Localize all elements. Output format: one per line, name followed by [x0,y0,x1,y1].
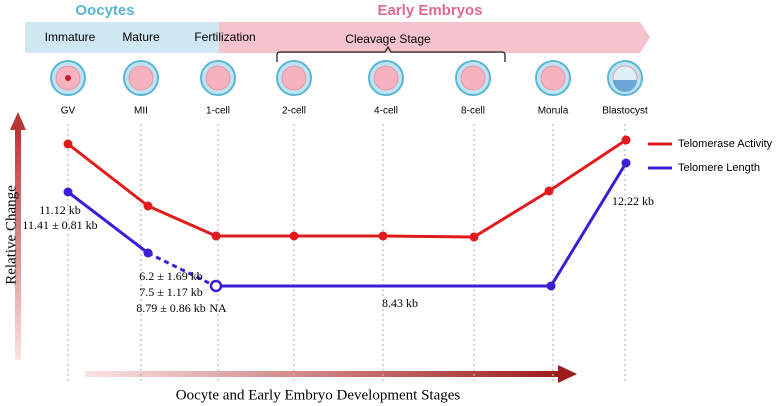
x-axis-label: Oocyte and Early Embryo Development Stag… [176,387,461,403]
legend-label: Telomerase Activity [678,138,773,150]
telomerase-points [63,135,631,242]
bracket [276,45,506,62]
legend-label: Telomere Length [678,162,760,174]
group-label: Early Embryos [377,2,482,19]
phase-label: Fertilization [194,30,255,44]
stages: GV MII 1-cell 2-cell 4-cell 8-cell Morula Blast… [50,60,648,382]
stage-label: GV [61,106,76,117]
stage-icon-inner [373,65,399,91]
annotation: 7.5 ± 1.17 kb [139,285,203,299]
telomere-line [67,190,149,255]
stage-icon-inner [460,65,486,91]
annotation: 6.2 ± 1.69 kb [139,269,203,283]
y-axis-label: Relative Change [3,185,19,285]
stage-label: 4-cell [374,106,398,117]
telomere-dashed [147,251,212,286]
annotation: 11.12 kb [39,203,81,217]
phase-label: Immature [45,30,96,44]
stage-label: Blastocyst [602,106,648,117]
x-arrow [85,371,560,377]
telomere-points [63,158,631,291]
nucleus [65,75,71,81]
annotation: 8.43 kb [382,296,418,310]
x-arrow-head [558,365,577,383]
blastocyst-mass [613,80,637,92]
stage-label: MII [134,106,148,117]
annotation: 8.79 ± 0.86 kb [136,301,206,315]
telomerase-line [67,138,627,239]
stage-icon-inner [205,65,231,91]
stage-label: Morula [538,106,569,117]
group-label: Oocytes [75,2,134,19]
open-point [209,279,223,293]
phase-label: Cleavage Stage [345,32,431,46]
stage-label: 2-cell [282,106,306,117]
annotation: 11.41 ± 0.81 kb [22,218,97,232]
annotation: 12.22 kb [612,194,654,208]
stage-icon-inner [281,65,307,91]
stage-label: 1-cell [206,106,230,117]
y-arrow-head [10,112,26,130]
y-arrow [15,128,21,360]
annotation: NA [209,301,227,315]
embryo-banner [219,22,650,53]
phase-label: Mature [122,30,160,44]
stage-label: 8-cell [461,106,485,117]
stage-icon-inner [128,65,154,91]
oocyte-banner [25,22,219,53]
stage-icon-inner [540,65,566,91]
